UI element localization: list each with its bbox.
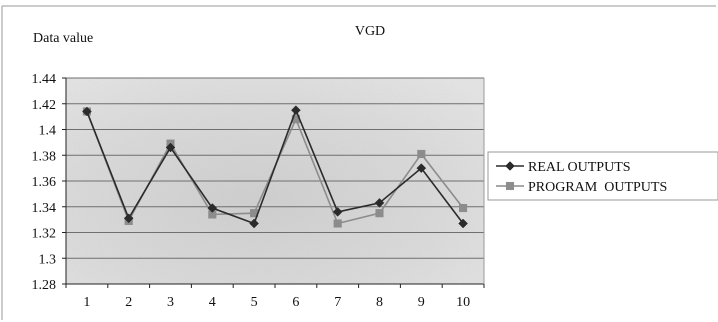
legend: REAL OUTPUTS PROGRAM OUTPUTS (487, 151, 718, 201)
grid-lines (62, 77, 484, 285)
x-tick-label: 1 (83, 295, 90, 310)
data-point (249, 218, 259, 229)
axes (65, 78, 485, 288)
y-tick-labels: 1.28 1.3 1.32 1.34 1.36 1.38 1.4 1.42 1.44 (32, 72, 57, 293)
x-tick-label: 9 (418, 295, 425, 310)
legend-label: PROGRAM OUTPUTS (528, 180, 667, 195)
data-point (207, 203, 218, 213)
y-tick-label: 1.42 (32, 98, 57, 113)
data-point (458, 218, 468, 229)
y-tick-label: 1.38 (32, 149, 57, 164)
x-tick-labels: 1 2 3 4 5 6 7 8 9 10 (83, 295, 470, 310)
data-point (375, 209, 384, 218)
x-tick-label: 6 (292, 295, 299, 310)
y-tick-label: 1.36 (32, 175, 57, 190)
legend-box (487, 151, 718, 201)
data-point (374, 198, 385, 208)
x-tick-label: 4 (209, 295, 216, 310)
y-tick-label: 1.32 (32, 227, 57, 242)
data-point (165, 142, 176, 153)
data-point (332, 207, 343, 217)
x-tick-label: 8 (376, 295, 383, 310)
y-tick-label: 1.44 (32, 72, 57, 87)
data-point (459, 203, 468, 213)
chart-title: VGD (355, 24, 385, 39)
y-tick-label: 1.3 (39, 252, 57, 267)
x-tick-label: 3 (167, 295, 174, 310)
series-layer (82, 105, 468, 229)
x-tick-label: 7 (334, 295, 341, 310)
y-axis-title: Data value (33, 31, 93, 46)
legend-item: PROGRAM OUTPUTS (496, 180, 667, 195)
data-point (333, 219, 342, 228)
y-tick-label: 1.28 (32, 278, 57, 293)
legend-item: REAL OUTPUTS (496, 160, 631, 175)
series-line (86, 107, 464, 225)
data-point (416, 163, 427, 173)
legend-marker (505, 161, 515, 171)
legend-label: REAL OUTPUTS (528, 160, 631, 175)
y-tick-label: 1.4 (39, 124, 57, 139)
x-tick-label: 2 (125, 295, 132, 310)
y-tick-label: 1.34 (32, 201, 57, 216)
x-tick-label: 5 (251, 295, 258, 310)
series-real-outputs (82, 105, 468, 229)
data-point (123, 213, 134, 224)
data-point (82, 106, 92, 117)
legend-marker (505, 181, 515, 191)
data-point (417, 149, 426, 159)
x-tick-label: 10 (456, 295, 470, 310)
data-point (291, 105, 301, 116)
